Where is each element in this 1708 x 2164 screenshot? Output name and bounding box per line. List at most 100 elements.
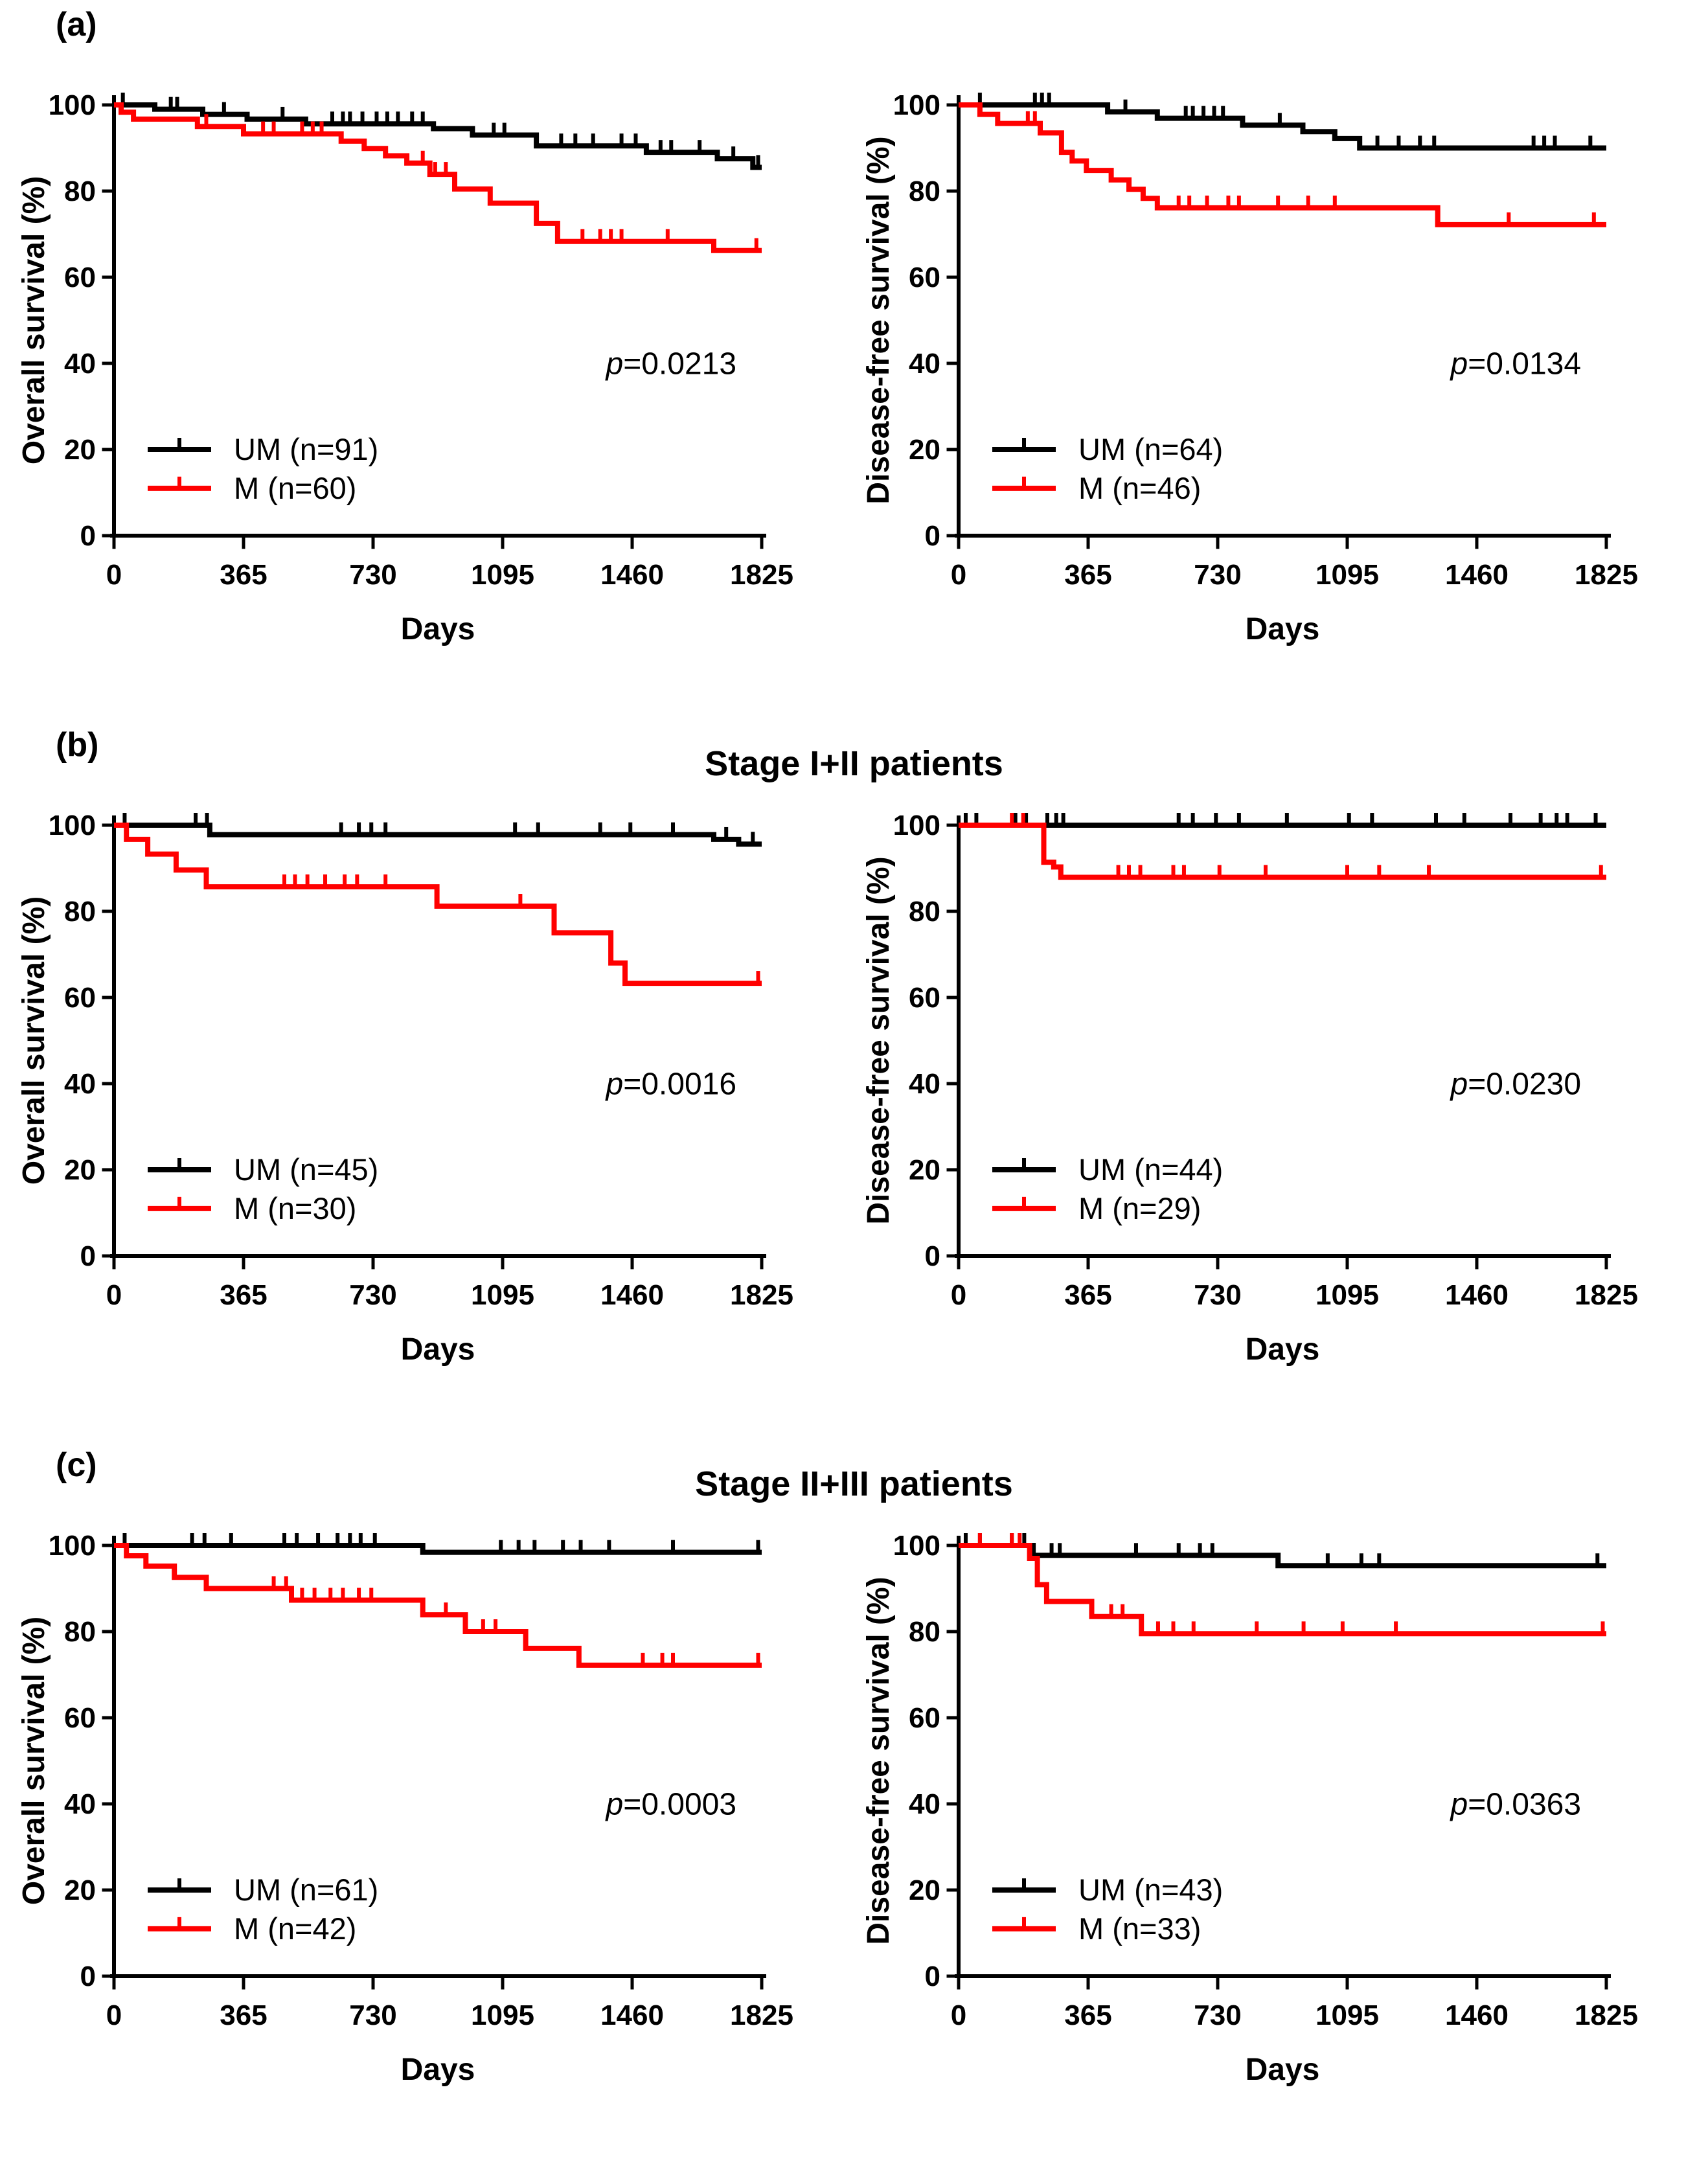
legend-label: UM (n=44) (1078, 1152, 1223, 1187)
x-axis-label: Days (1246, 612, 1320, 646)
svg-text:1825: 1825 (1575, 1279, 1638, 1311)
svg-text:1825: 1825 (1575, 559, 1638, 591)
svg-text:1460: 1460 (1445, 1999, 1509, 2031)
km-plot-disease-free-survival-stage1-2: 0 20 40 60 80 100 0 365 730 1095 1460 1825 Disease-f… (861, 793, 1665, 1441)
svg-text:40: 40 (64, 348, 96, 380)
svg-text:60: 60 (909, 1702, 940, 1734)
legend-label: UM (n=64) (1078, 432, 1223, 466)
series-um (114, 813, 762, 847)
svg-text:365: 365 (220, 559, 267, 591)
panel-a-plot-row: 0 20 40 60 80 100 0 365 730 1095 1460 1825 Overall s… (17, 73, 1708, 720)
legend-label: UM (n=43) (1078, 1873, 1223, 1907)
tick-labels: 0 20 40 60 80 100 0 365 730 1095 1460 1825 (893, 89, 1638, 591)
svg-text:60: 60 (64, 1702, 96, 1734)
axes (946, 815, 1611, 1270)
svg-text:20: 20 (64, 1874, 96, 1906)
panel-c-title: Stage II+III patients (695, 1464, 1013, 1503)
legend: UM (n=43) M (n=33) (992, 1873, 1223, 1946)
panel-b-label: (b) (56, 726, 99, 764)
km-chart-svg: 0 20 40 60 80 100 0 365 730 1095 1460 1825 Disease-f… (861, 1530, 1638, 2087)
legend-label: M (n=33) (1078, 1911, 1201, 1946)
series-m (959, 813, 1606, 880)
svg-text:1095: 1095 (1315, 1999, 1379, 2031)
km-plot-overall-survival-all: 0 20 40 60 80 100 0 365 730 1095 1460 1825 Overall s… (17, 73, 820, 720)
km-chart-svg: 0 20 40 60 80 100 0 365 730 1095 1460 1825 Disease-f… (861, 89, 1638, 646)
svg-text:0: 0 (80, 1240, 96, 1272)
svg-text:0: 0 (106, 1279, 122, 1311)
legend: UM (n=91) M (n=60) (148, 432, 378, 505)
svg-text:0: 0 (106, 1999, 122, 2031)
series-m (114, 102, 762, 253)
km-plot-disease-free-survival-all: 0 20 40 60 80 100 0 365 730 1095 1460 1825 Disease-f… (861, 73, 1665, 720)
series-m (959, 1533, 1606, 1637)
series-m (959, 102, 1606, 227)
svg-text:730: 730 (1194, 559, 1241, 591)
svg-text:365: 365 (220, 1999, 267, 2031)
svg-text:1095: 1095 (1315, 1279, 1379, 1311)
svg-text:0: 0 (80, 1961, 96, 1992)
svg-text:80: 80 (64, 1616, 96, 1648)
svg-text:730: 730 (349, 1999, 396, 2031)
svg-text:60: 60 (909, 262, 940, 293)
svg-text:20: 20 (64, 1154, 96, 1186)
x-axis-label: Days (1246, 2053, 1320, 2087)
series-um (959, 93, 1606, 151)
km-chart-svg: 0 20 40 60 80 100 0 365 730 1095 1460 1825 Disease-f… (861, 810, 1638, 1367)
svg-text:40: 40 (64, 1788, 96, 1820)
x-axis-label: Days (401, 1332, 475, 1367)
km-chart-svg: 0 20 40 60 80 100 0 365 730 1095 1460 1825 Overall s… (17, 89, 793, 646)
panel-a-header: (a) (0, 0, 1708, 73)
svg-text:20: 20 (64, 434, 96, 466)
svg-text:1825: 1825 (730, 1999, 793, 2031)
p-value: p=0.0363 (1450, 1788, 1582, 1822)
km-plot-overall-survival-stage1-2: 0 20 40 60 80 100 0 365 730 1095 1460 1825 Overall s… (17, 793, 820, 1441)
svg-text:20: 20 (909, 1874, 940, 1906)
x-axis-label: Days (401, 612, 475, 646)
y-axis-label: Disease-free survival (%) (861, 1577, 896, 1944)
legend-label: M (n=29) (1078, 1191, 1201, 1225)
svg-text:730: 730 (349, 1279, 396, 1311)
km-plot-overall-survival-stage2-3: 0 20 40 60 80 100 0 365 730 1095 1460 1825 Overall s… (17, 1513, 820, 2161)
legend: UM (n=61) M (n=42) (148, 1873, 378, 1946)
y-axis-label: Overall survival (%) (17, 1617, 51, 1906)
svg-text:40: 40 (909, 1068, 940, 1100)
p-value: p=0.0134 (1450, 347, 1582, 382)
svg-text:730: 730 (1194, 1279, 1241, 1311)
panel-a-label: (a) (56, 6, 97, 43)
svg-text:1460: 1460 (600, 1999, 664, 2031)
panel-b-plot-row: 0 20 40 60 80 100 0 365 730 1095 1460 1825 Overall s… (17, 793, 1708, 1441)
panel-b-header: (b) Stage I+II patients (0, 720, 1708, 793)
panel-c-label: (c) (56, 1446, 97, 1484)
svg-text:1825: 1825 (730, 1279, 793, 1311)
svg-text:0: 0 (951, 1999, 966, 2031)
svg-text:20: 20 (909, 1154, 940, 1186)
y-axis-label: Overall survival (%) (17, 176, 51, 465)
svg-text:80: 80 (909, 1616, 940, 1648)
svg-text:1825: 1825 (730, 559, 793, 591)
series-m (114, 1543, 762, 1668)
svg-text:80: 80 (909, 896, 940, 928)
svg-text:60: 60 (64, 262, 96, 293)
svg-text:365: 365 (1064, 559, 1111, 591)
series-um (959, 813, 1606, 828)
series-m (114, 823, 762, 986)
y-axis-label: Overall survival (%) (17, 896, 51, 1185)
svg-text:0: 0 (951, 559, 966, 591)
series-um (114, 1533, 762, 1555)
legend-label: UM (n=45) (234, 1152, 378, 1187)
axes (946, 1536, 1611, 1990)
y-axis-label: Disease-free survival (%) (861, 136, 896, 504)
svg-text:1460: 1460 (1445, 1279, 1509, 1311)
svg-text:60: 60 (909, 982, 940, 1014)
svg-text:730: 730 (349, 559, 396, 591)
legend: UM (n=45) M (n=30) (148, 1152, 378, 1225)
svg-text:100: 100 (49, 89, 96, 121)
svg-text:0: 0 (925, 1961, 940, 1992)
series-um (959, 1533, 1606, 1569)
legend-label: M (n=42) (234, 1911, 356, 1946)
legend-label: UM (n=61) (234, 1873, 378, 1907)
svg-text:1825: 1825 (1575, 1999, 1638, 2031)
axes (102, 1536, 766, 1990)
svg-text:40: 40 (64, 1068, 96, 1100)
